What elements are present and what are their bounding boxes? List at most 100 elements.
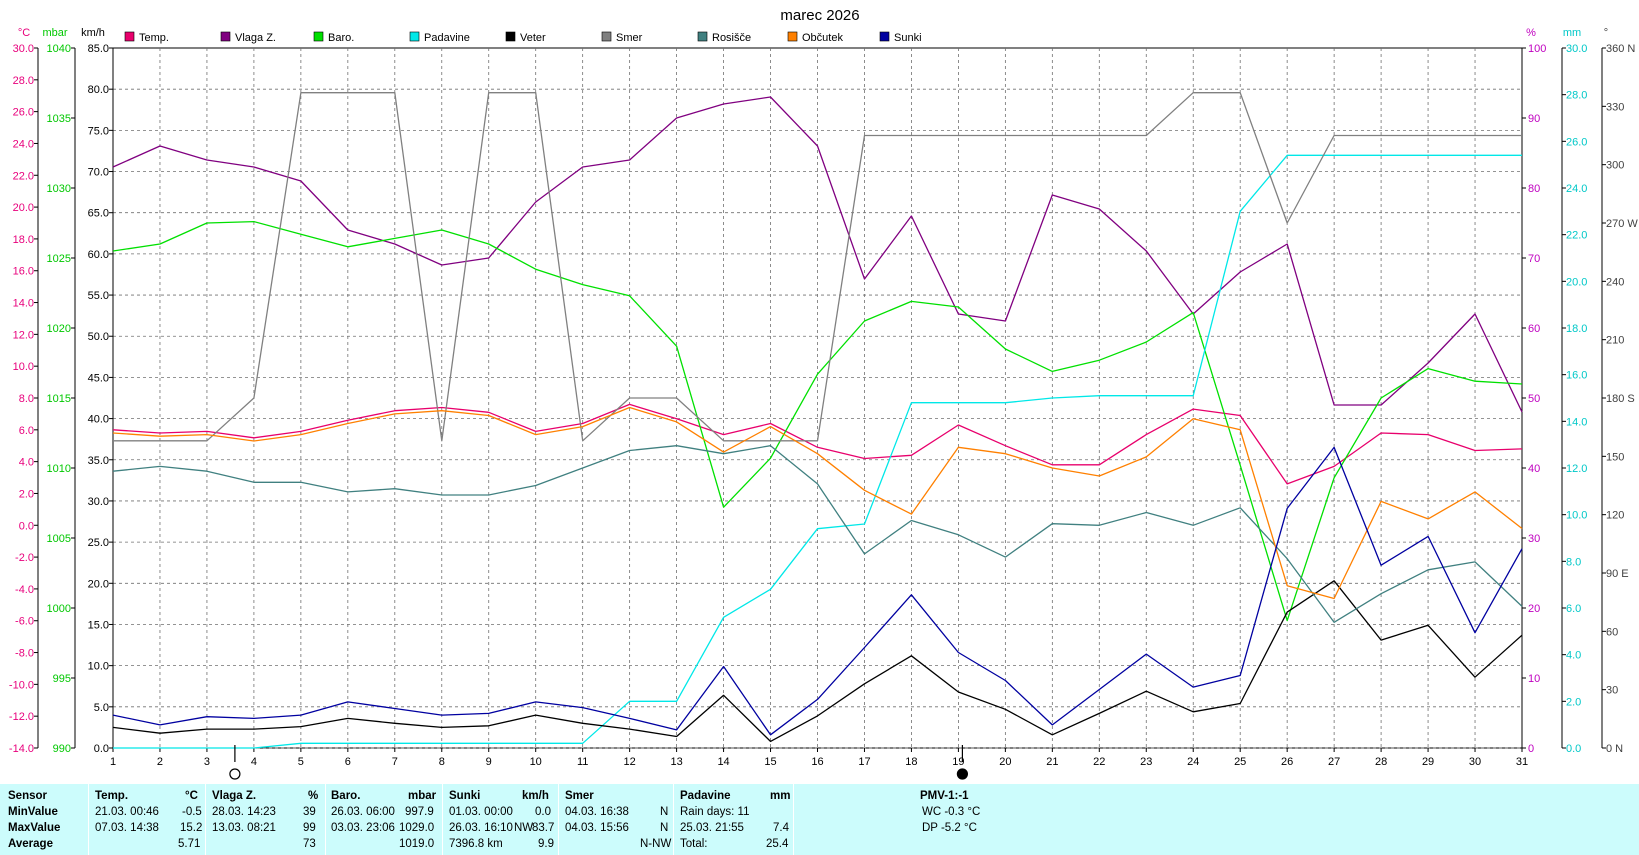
- baro-max: 1029.0: [399, 822, 435, 834]
- wind-tick-label: 10.0: [88, 661, 109, 673]
- baro-min-time: 26.03. 06:00: [331, 806, 395, 818]
- dir-tick-label: 150: [1606, 451, 1624, 463]
- wind-tick-label: 0.0: [94, 743, 109, 755]
- x-tick-label: 20: [999, 756, 1011, 768]
- x-tick-label: 9: [486, 756, 492, 768]
- series-line-veter: [112, 580, 1523, 743]
- baro-avg: 1019.0: [399, 838, 435, 850]
- header-temp: Temp.: [95, 790, 129, 802]
- temp-tick-label: 0.0: [19, 520, 34, 532]
- rain-tick-label: 28.0: [1566, 90, 1587, 102]
- baro-tick-label: 1035: [47, 113, 71, 125]
- dir-tick-label: 330: [1606, 101, 1624, 113]
- baro-tick-label: 1010: [47, 463, 71, 475]
- baro-tick-label: 1005: [47, 533, 71, 545]
- wind-tick-label: 5.0: [94, 702, 109, 714]
- baro-max-time: 03.03. 23:06: [331, 822, 395, 834]
- x-tick-label: 10: [530, 756, 542, 768]
- dir-tick-label: 300: [1606, 160, 1624, 172]
- gust-max-time: 26.03. 16:10: [449, 822, 513, 834]
- series-line-rosisce: [112, 445, 1523, 623]
- rain-max-time: 25.03. 21:55: [680, 822, 744, 834]
- legend-swatch-temp: [124, 31, 135, 42]
- hum-tick-label: 70: [1528, 253, 1540, 265]
- moon-phases: [229, 745, 969, 780]
- gust-max-dir: NW: [514, 822, 534, 834]
- baro-tick-label: 995: [53, 673, 71, 685]
- x-tick-label: 13: [670, 756, 682, 768]
- baro-tick-label: 990: [53, 743, 71, 755]
- dir-max-time: 04.03. 15:56: [565, 822, 629, 834]
- header-baro-unit: mbar: [408, 790, 437, 802]
- pmv-dp: DP -5.2 °C: [922, 822, 977, 834]
- dir-tick-label: 120: [1606, 510, 1624, 522]
- temp-tick-label: 10.0: [13, 361, 34, 373]
- temp-tick-label: 30.0: [13, 43, 34, 55]
- wind-tick-label: 85.0: [88, 43, 109, 55]
- dir-tick-label: 360 N: [1606, 43, 1635, 55]
- rain-tick-label: 26.0: [1566, 136, 1587, 148]
- legend-label-rosisce: Rosišče: [712, 32, 751, 44]
- header-baro: Baro.: [331, 790, 361, 802]
- left-axes: 30.0 28.0 26.0 24.0 22.0 20.0 18.0 16.0 14.0 12.0…: [9, 43, 114, 755]
- temp-tick-label: 18.0: [13, 234, 34, 246]
- temp-tick-label: -6.0: [15, 616, 34, 628]
- x-tick-label: 11: [577, 756, 588, 768]
- temp-tick-label: -14.0: [9, 743, 34, 755]
- gust-avg: 9.9: [538, 838, 554, 850]
- rain-tick-label: 4.0: [1566, 650, 1581, 662]
- temp-tick-label: -10.0: [9, 679, 34, 691]
- dir-tick-label: 60: [1606, 626, 1618, 638]
- dir-min: N: [660, 806, 669, 818]
- x-tick-label: 5: [298, 756, 304, 768]
- dir-tick-label: 90 E: [1606, 568, 1629, 580]
- x-tick-label: 3: [204, 756, 210, 768]
- x-tick-label: 23: [1140, 756, 1152, 768]
- rain-tick-label: 10.0: [1566, 510, 1587, 522]
- rain-days: Rain days: 11: [680, 806, 750, 818]
- x-tick-label: 17: [858, 756, 870, 768]
- legend-label-obcutek: Občutek: [802, 32, 843, 44]
- rain-tick-label: 22.0: [1566, 230, 1587, 242]
- legend-swatch-rosisce: [697, 31, 708, 42]
- rain-max: 7.4: [773, 822, 789, 834]
- rain-tick-label: 24.0: [1566, 183, 1587, 195]
- x-tick-label: 30: [1469, 756, 1481, 768]
- legend-swatch-sunki: [879, 31, 890, 42]
- baro-tick-label: 1015: [47, 393, 71, 405]
- wind-tick-label: 40.0: [88, 414, 109, 426]
- rain-total: 25.4: [766, 838, 789, 850]
- gust-min: 0.0: [535, 806, 551, 818]
- wind-tick-label: 25.0: [88, 537, 109, 549]
- rain-tick-label: 20.0: [1566, 276, 1587, 288]
- temp-tick-label: -8.0: [15, 648, 34, 660]
- weather-chart: marec 2026 Temp. Vlaga Z. Baro. Padavine Vet…: [9, 7, 1638, 780]
- dir-tick-label: 30: [1606, 685, 1618, 697]
- hum-tick-label: 10: [1528, 673, 1540, 685]
- series-line-sunki: [112, 446, 1523, 736]
- series-line-vlaga-z: [112, 96, 1523, 413]
- hum-tick-label: 50: [1528, 393, 1540, 405]
- moon-full-icon: [229, 768, 241, 780]
- x-tick-label: 19: [952, 756, 964, 768]
- baro-tick-label: 1025: [47, 253, 71, 265]
- temp-tick-label: 14.0: [13, 298, 34, 310]
- x-tick-label: 21: [1046, 756, 1058, 768]
- temp-tick-label: 8.0: [19, 393, 34, 405]
- temp-max-time: 07.03. 14:38: [95, 822, 159, 834]
- series-line-obcutek: [112, 406, 1523, 600]
- wind-tick-label: 55.0: [88, 290, 109, 302]
- rain-tick-label: 16.0: [1566, 370, 1587, 382]
- x-tick-label: 6: [345, 756, 351, 768]
- temp-tick-label: -2.0: [15, 552, 34, 564]
- x-tick-label: 12: [624, 756, 636, 768]
- baro-tick-label: 1020: [47, 323, 71, 335]
- dir-max: N: [660, 822, 669, 834]
- legend-label-baro: Baro.: [328, 32, 354, 44]
- legend-label-veter: Veter: [520, 32, 546, 44]
- x-tick-label: 28: [1375, 756, 1387, 768]
- temp-avg: 5.71: [178, 838, 201, 850]
- gust-min-time: 01.03. 00:00: [449, 806, 513, 818]
- x-tick-label: 15: [764, 756, 776, 768]
- hum-max-time: 13.03. 08:21: [212, 822, 276, 834]
